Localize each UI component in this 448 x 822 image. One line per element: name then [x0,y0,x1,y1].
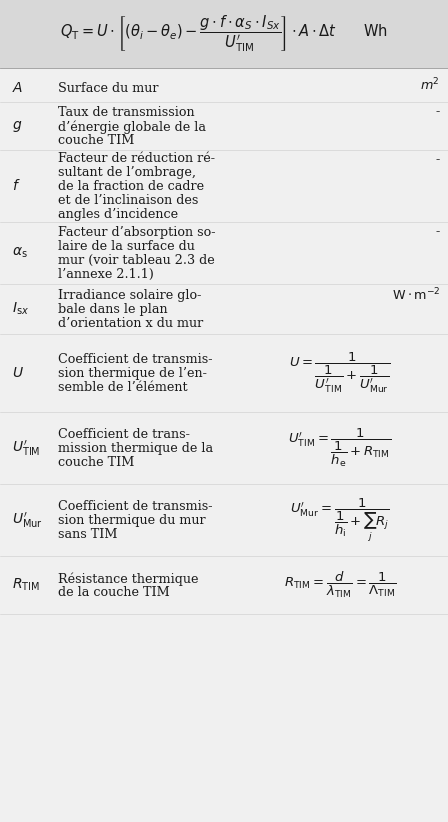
Text: $U^{\prime}_{\mathrm{TIM}}$: $U^{\prime}_{\mathrm{TIM}}$ [12,438,40,458]
FancyBboxPatch shape [0,0,448,68]
Text: angles d’incidence: angles d’incidence [58,208,178,220]
Text: Coefficient de transmis-: Coefficient de transmis- [58,501,212,513]
Text: sion thermique du mur: sion thermique du mur [58,514,206,527]
Text: $m^{2}$: $m^{2}$ [420,77,440,94]
Text: d’énergie globale de la: d’énergie globale de la [58,120,206,134]
Text: Résistance thermique: Résistance thermique [58,572,198,586]
Text: -: - [436,153,440,166]
Text: -: - [436,105,440,118]
Text: sans TIM: sans TIM [58,528,117,541]
Text: couche TIM: couche TIM [58,134,134,147]
Text: $I_{\mathrm{s}x}$: $I_{\mathrm{s}x}$ [12,301,29,317]
Text: et de l’inclinaison des: et de l’inclinaison des [58,194,198,207]
Text: de la couche TIM: de la couche TIM [58,586,170,599]
Text: Taux de transmission: Taux de transmission [58,106,194,119]
Text: sion thermique de l’en-: sion thermique de l’en- [58,367,207,380]
Text: laire de la surface du: laire de la surface du [58,240,195,253]
Text: Coefficient de trans-: Coefficient de trans- [58,428,190,441]
Text: $R_{\mathrm{TIM}} = \dfrac{d}{\lambda_{\mathrm{TIM}}} = \dfrac{1}{\Lambda_{\math: $R_{\mathrm{TIM}} = \dfrac{d}{\lambda_{\… [284,570,396,600]
Text: $U^{\prime}_{\mathrm{TIM}} = \dfrac{1}{\dfrac{1}{h_{\mathrm{e}}} + R_{\mathrm{TI: $U^{\prime}_{\mathrm{TIM}} = \dfrac{1}{\… [289,427,392,469]
Text: Irradiance solaire glo-: Irradiance solaire glo- [58,289,201,302]
Text: Facteur d’absorption so-: Facteur d’absorption so- [58,226,215,239]
Text: -: - [436,225,440,238]
Text: couche TIM: couche TIM [58,456,134,469]
Text: $A$: $A$ [12,81,23,95]
Text: sultant de l’ombrage,: sultant de l’ombrage, [58,166,196,179]
Text: bale dans le plan: bale dans le plan [58,303,168,316]
Text: $\alpha_{\mathrm{s}}$: $\alpha_{\mathrm{s}}$ [12,246,28,261]
Text: $U$: $U$ [12,366,24,380]
Text: $U = \dfrac{1}{\dfrac{1}{U^{\prime}_{\mathrm{TIM}}} + \dfrac{1}{U^{\prime}_{\mat: $U = \dfrac{1}{\dfrac{1}{U^{\prime}_{\ma… [289,351,391,395]
Text: $Q_{\mathrm{T}} = U \cdot \left[\left(\theta_i - \theta_e\right) - \dfrac{g \cdo: $Q_{\mathrm{T}} = U \cdot \left[\left(\t… [60,14,388,54]
Text: d’orientation x du mur: d’orientation x du mur [58,317,203,330]
Text: $R_{\mathrm{TIM}}$: $R_{\mathrm{TIM}}$ [12,577,40,593]
Text: mur (voir tableau 2.3 de: mur (voir tableau 2.3 de [58,254,215,267]
Text: Coefficient de transmis-: Coefficient de transmis- [58,353,212,367]
Text: Facteur de réduction ré-: Facteur de réduction ré- [58,153,215,165]
Text: l’annexe 2.1.1): l’annexe 2.1.1) [58,268,154,281]
Text: de la fraction de cadre: de la fraction de cadre [58,180,204,193]
Text: $g$: $g$ [12,118,22,133]
Text: Surface du mur: Surface du mur [58,82,159,95]
Text: $U^{\prime}_{\mathrm{Mur}}$: $U^{\prime}_{\mathrm{Mur}}$ [12,510,43,529]
Text: semble de l’élément: semble de l’élément [58,381,188,394]
Text: $\mathrm{W} \cdot \mathrm{m}^{-2}$: $\mathrm{W} \cdot \mathrm{m}^{-2}$ [392,287,440,303]
Text: $f$: $f$ [12,178,21,193]
Text: $U^{\prime}_{\mathrm{Mur}} = \dfrac{1}{\dfrac{1}{h_{\mathrm{i}}} + \sum_{j} R_{j: $U^{\prime}_{\mathrm{Mur}} = \dfrac{1}{\… [290,496,390,543]
Text: mission thermique de la: mission thermique de la [58,442,213,455]
